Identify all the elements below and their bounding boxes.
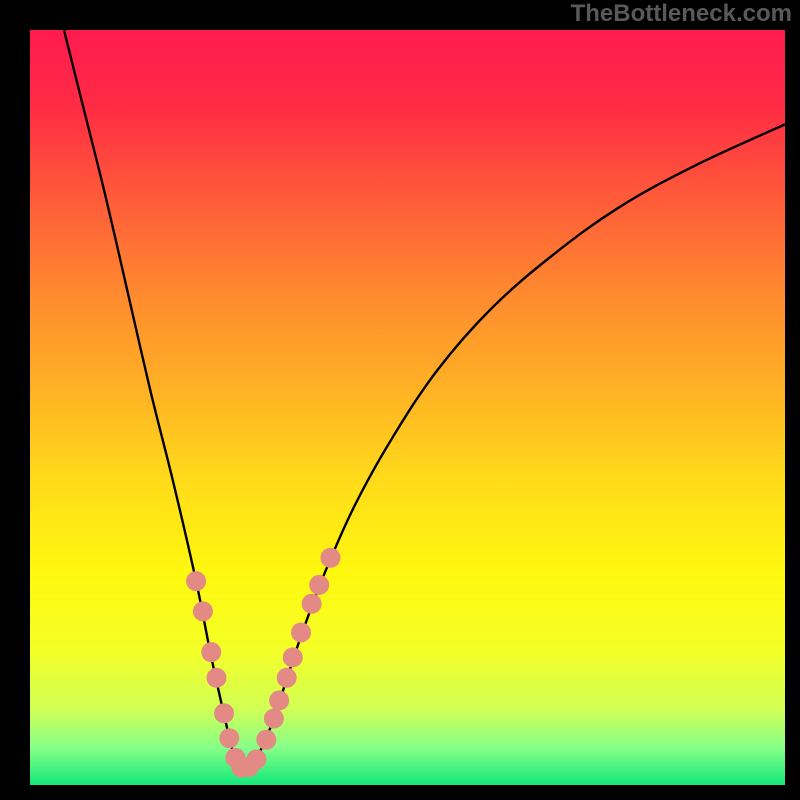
curve-right — [241, 124, 785, 768]
watermark-text: TheBottleneck.com — [571, 0, 792, 28]
marker-point — [214, 703, 234, 723]
marker-point — [206, 668, 226, 688]
marker-point — [277, 668, 297, 688]
marker-point — [193, 601, 213, 621]
marker-point — [264, 709, 284, 729]
bottleneck-curve-chart — [30, 30, 785, 785]
marker-point — [309, 575, 329, 595]
marker-point — [302, 594, 322, 614]
marker-point — [186, 571, 206, 591]
marker-point — [320, 548, 340, 568]
marker-point — [247, 749, 267, 769]
marker-point — [283, 647, 303, 667]
marker-point — [291, 622, 311, 642]
marker-point — [269, 690, 289, 710]
marker-point — [219, 728, 239, 748]
marker-point — [256, 730, 276, 750]
marker-point — [201, 642, 221, 662]
chart-frame — [30, 30, 785, 785]
